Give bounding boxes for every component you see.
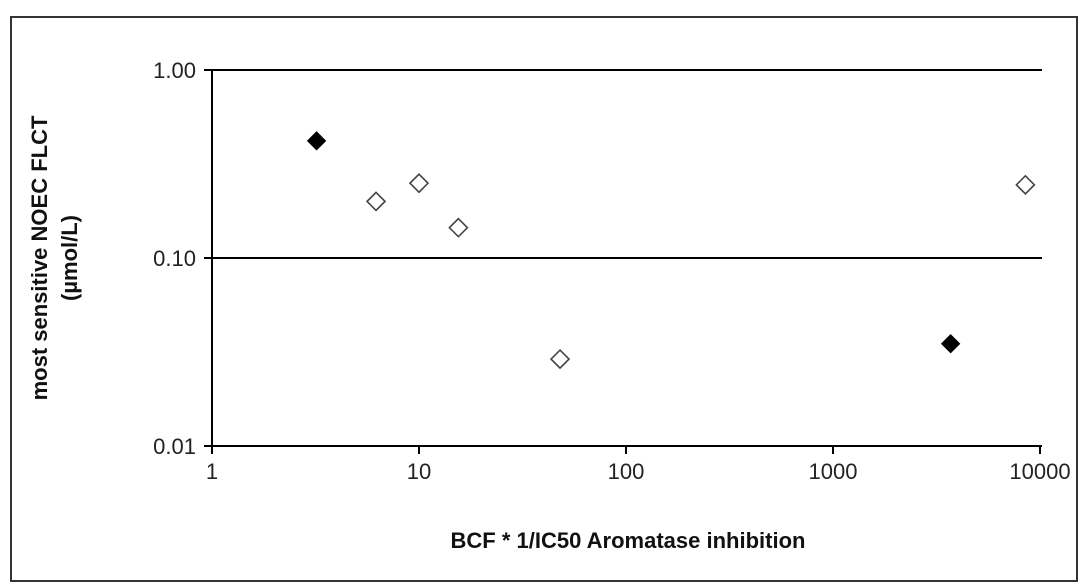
x-tick-label: 1: [206, 459, 218, 484]
open-diamond-point: [365, 191, 387, 212]
y-tick-label: 1.00: [153, 58, 196, 83]
open-diamond-point: [1015, 174, 1036, 195]
data-points: [306, 131, 1036, 370]
y-tick-label: 0.01: [153, 434, 196, 459]
x-tick-label: 1000: [809, 459, 858, 484]
x-tick-label: 10: [407, 459, 431, 484]
y-tick-label: 0.10: [153, 246, 196, 271]
x-axis-title: BCF * 1/IC50 Aromatase inhibition: [451, 528, 806, 553]
y-axis-title-line1: most sensitive NOEC FLCT: [27, 115, 52, 400]
filled-diamond-point: [940, 334, 961, 354]
gridlines: [212, 69, 1042, 259]
axes: [204, 69, 1042, 454]
tick-labels: 0.01 0.10 1.00 1 10 100 1000 10000: [153, 58, 1070, 484]
x-tick-label: 10000: [1009, 459, 1070, 484]
x-tick-label: 100: [608, 459, 645, 484]
y-axis-title-line2: (µmol/L): [57, 215, 82, 301]
open-diamond-point: [408, 173, 430, 194]
open-diamond-point: [549, 348, 571, 370]
open-diamond-point: [448, 217, 469, 238]
chart-border: [10, 16, 1078, 582]
filled-diamond-point: [306, 131, 327, 151]
